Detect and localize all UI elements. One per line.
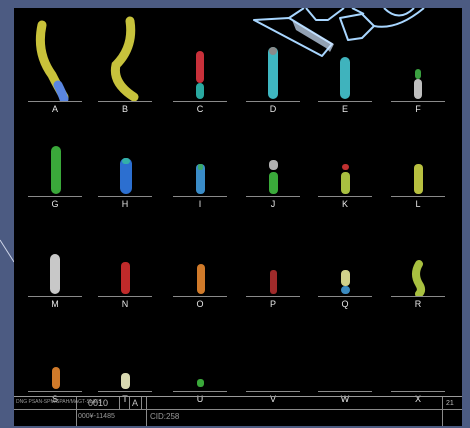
chromosome-slot: X xyxy=(387,303,449,404)
chromosome-label: R xyxy=(414,299,422,309)
chromosome-slot: O xyxy=(169,208,231,309)
chromosome-label: V xyxy=(269,394,276,404)
chromosome-slot: U xyxy=(169,303,231,404)
chromosome-slot: L xyxy=(387,108,449,209)
info-field-4: CID:258 xyxy=(150,412,180,421)
chromosome-slot: Q xyxy=(314,208,376,309)
karyotype-panel: A B C D xyxy=(14,8,462,426)
chromosome-slot: G xyxy=(24,108,86,209)
chromosome-label: G xyxy=(51,199,59,209)
chromosome-slot: S xyxy=(24,303,86,404)
chromosome-row-3: M N O P xyxy=(14,208,462,309)
chromosome-label: P xyxy=(269,299,276,309)
chromosome-slot: V xyxy=(242,303,304,404)
chromosome-label: X xyxy=(414,394,421,404)
chromosome-row-1: A B C D xyxy=(14,13,462,114)
chromosome-slot: A xyxy=(24,13,86,114)
chromosome-label: B xyxy=(121,104,128,114)
chromosome-image xyxy=(268,47,278,99)
chromosome-label: S xyxy=(51,394,58,404)
chromosome-slot: J xyxy=(242,108,304,209)
chromosome-label: I xyxy=(198,199,202,209)
chromosome-image xyxy=(340,57,350,99)
chromosome-slot: D xyxy=(242,13,304,114)
chromosome-image xyxy=(121,373,130,389)
chromosome-label: L xyxy=(415,199,421,209)
chromosome-image xyxy=(269,160,278,194)
chromosome-slot: N xyxy=(94,208,156,309)
chromosome-slot: P xyxy=(242,208,304,309)
chromosome-image xyxy=(121,262,130,294)
chromosome-slot: W xyxy=(314,303,376,404)
chromosome-slot: M xyxy=(24,208,86,309)
chromosome-label: F xyxy=(415,104,421,114)
chromosome-label: A xyxy=(51,104,58,114)
chromosome-image xyxy=(35,20,69,101)
chromosome-slot: F xyxy=(387,13,449,114)
chromosome-image xyxy=(341,164,350,194)
chromosome-label: E xyxy=(341,104,348,114)
info-right-number: 21 xyxy=(446,400,454,407)
chromosome-image xyxy=(414,69,422,99)
chromosome-image xyxy=(414,164,423,194)
info-field-1: 0010 xyxy=(88,398,109,408)
info-bar: DNG PSAN-SPM/SPAH/MAGT-SL/E'S 0010 A 000… xyxy=(14,396,462,426)
chromosome-label: K xyxy=(341,199,348,209)
chromosome-image xyxy=(196,164,205,194)
chromosome-image xyxy=(52,367,60,389)
info-field-2: A xyxy=(132,398,139,408)
chromosome-label: Q xyxy=(341,299,349,309)
chromosome-image xyxy=(110,16,139,101)
chromosome-image xyxy=(412,260,425,296)
chromosome-label: O xyxy=(196,299,204,309)
chromosome-label: T xyxy=(122,394,128,404)
chromosome-image xyxy=(341,270,350,294)
microscope-icon xyxy=(253,8,425,57)
chromosome-image xyxy=(51,146,61,194)
chromosome-label: M xyxy=(51,299,59,309)
info-left-text: DNG PSAN-SPM/SPAH/MAGT-SL/E'S xyxy=(16,399,102,405)
chromosome-image xyxy=(270,270,277,294)
chromosome-label: C xyxy=(196,104,204,114)
chromosome-label: N xyxy=(121,299,129,309)
chromosome-slot: R xyxy=(387,208,449,309)
chromosome-image xyxy=(120,158,132,194)
chromosome-label: D xyxy=(269,104,277,114)
chromosome-slot: B xyxy=(94,13,156,114)
chromosome-slot: K xyxy=(314,108,376,209)
chromosome-label: U xyxy=(196,394,204,404)
chromosome-image xyxy=(197,379,204,387)
chromosome-label: W xyxy=(340,394,350,404)
info-field-3: 000¥-11485 xyxy=(78,413,115,420)
chromosome-row-4: S T U V W X xyxy=(14,303,462,404)
chromosome-slot: T xyxy=(94,303,156,404)
chromosome-image xyxy=(196,51,204,99)
chromosome-slot: H xyxy=(94,108,156,209)
chromosome-label: H xyxy=(121,199,129,209)
chromosome-slot: I xyxy=(169,108,231,209)
chromosome-label: J xyxy=(270,199,276,209)
chromosome-image xyxy=(50,254,60,294)
chromosome-slot: E xyxy=(314,13,376,114)
chromosome-row-2: G H I J xyxy=(14,108,462,209)
chromosome-slot: C xyxy=(169,13,231,114)
chromosome-image xyxy=(197,264,205,294)
